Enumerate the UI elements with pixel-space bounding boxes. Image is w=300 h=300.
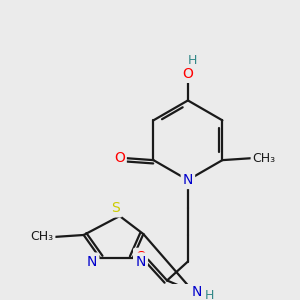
Text: N: N (135, 254, 146, 268)
Text: H: H (188, 54, 197, 67)
Text: N: N (183, 173, 193, 187)
Text: N: N (191, 285, 202, 299)
Text: S: S (112, 202, 120, 215)
Text: H: H (205, 289, 214, 300)
Text: CH₃: CH₃ (30, 230, 53, 243)
Text: O: O (135, 250, 146, 264)
Text: O: O (114, 151, 125, 165)
Text: CH₃: CH₃ (253, 152, 276, 165)
Text: O: O (182, 67, 193, 81)
Text: N: N (87, 254, 98, 268)
